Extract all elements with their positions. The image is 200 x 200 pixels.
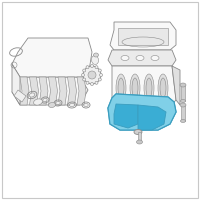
Polygon shape: [110, 22, 176, 50]
Ellipse shape: [158, 74, 168, 102]
Ellipse shape: [94, 53, 98, 57]
Ellipse shape: [95, 66, 98, 69]
Polygon shape: [30, 77, 38, 105]
Ellipse shape: [180, 99, 186, 102]
Polygon shape: [12, 64, 20, 105]
Polygon shape: [138, 132, 141, 142]
Ellipse shape: [86, 81, 89, 84]
Ellipse shape: [86, 66, 89, 69]
Polygon shape: [12, 77, 88, 105]
Polygon shape: [48, 77, 58, 105]
Polygon shape: [108, 94, 176, 130]
Ellipse shape: [56, 101, 60, 105]
Ellipse shape: [88, 71, 96, 79]
Polygon shape: [181, 105, 185, 121]
Polygon shape: [114, 104, 138, 128]
Ellipse shape: [134, 130, 142, 134]
Polygon shape: [108, 50, 176, 66]
Polygon shape: [77, 77, 86, 105]
Polygon shape: [68, 77, 76, 105]
Ellipse shape: [160, 78, 166, 98]
Ellipse shape: [83, 78, 86, 81]
Polygon shape: [138, 105, 166, 130]
Ellipse shape: [90, 64, 94, 68]
Ellipse shape: [83, 66, 101, 84]
Ellipse shape: [132, 78, 138, 98]
Ellipse shape: [95, 81, 98, 84]
Ellipse shape: [83, 69, 86, 72]
Ellipse shape: [29, 93, 35, 97]
Polygon shape: [181, 85, 185, 101]
Ellipse shape: [34, 99, 42, 105]
Ellipse shape: [118, 78, 124, 98]
Polygon shape: [112, 66, 176, 112]
Ellipse shape: [98, 78, 101, 81]
Ellipse shape: [84, 103, 88, 107]
Polygon shape: [39, 77, 48, 105]
Polygon shape: [14, 90, 26, 102]
Ellipse shape: [82, 73, 84, 76]
Ellipse shape: [180, 83, 186, 87]
Ellipse shape: [49, 102, 55, 108]
Polygon shape: [108, 94, 176, 130]
Ellipse shape: [116, 74, 126, 102]
Ellipse shape: [43, 98, 47, 102]
Polygon shape: [20, 77, 29, 105]
Ellipse shape: [144, 74, 154, 102]
Ellipse shape: [90, 82, 94, 86]
Ellipse shape: [91, 56, 99, 64]
Ellipse shape: [146, 78, 152, 98]
Ellipse shape: [151, 55, 159, 60]
Ellipse shape: [136, 55, 144, 60]
Ellipse shape: [180, 103, 186, 107]
Polygon shape: [12, 38, 92, 77]
Ellipse shape: [180, 119, 186, 122]
Polygon shape: [58, 77, 67, 105]
Ellipse shape: [70, 103, 74, 107]
Ellipse shape: [136, 140, 142, 144]
Ellipse shape: [100, 73, 102, 76]
Ellipse shape: [121, 55, 129, 60]
Ellipse shape: [98, 69, 101, 72]
Polygon shape: [118, 28, 168, 45]
Ellipse shape: [130, 74, 140, 102]
Polygon shape: [172, 66, 180, 105]
